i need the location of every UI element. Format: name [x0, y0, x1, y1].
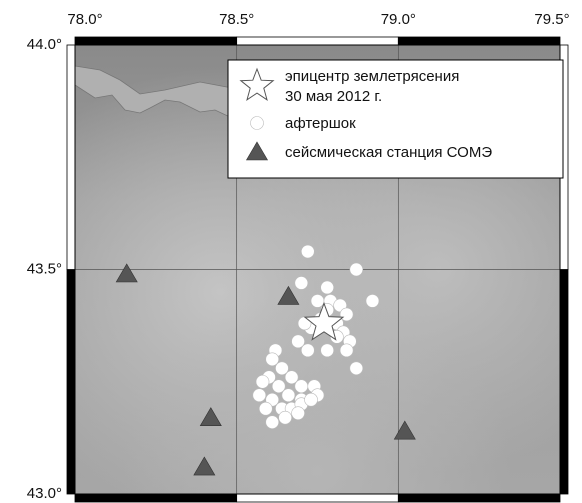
aftershock-marker — [251, 117, 264, 130]
aftershock-marker — [301, 344, 314, 357]
aftershock-marker — [295, 276, 308, 289]
legend-label: сейсмическая станция СОМЭ — [285, 144, 492, 161]
legend-label: 30 мая 2012 г. — [285, 88, 382, 105]
aftershock-marker — [279, 411, 292, 424]
legend: эпицентр землетрясения 30 мая 2012 г. афте… — [228, 60, 563, 178]
aftershock-marker — [295, 380, 308, 393]
map: эпицентр землетрясения 30 мая 2012 г. афте… — [0, 0, 582, 503]
aftershock-marker — [366, 294, 379, 307]
aftershock-marker — [350, 263, 363, 276]
aftershock-marker — [321, 344, 334, 357]
x-tick-label: 78.5° — [219, 11, 254, 28]
x-tick-label: 79.0° — [381, 11, 416, 28]
aftershock-marker — [292, 407, 305, 420]
frame-bar — [75, 37, 237, 45]
aftershock-marker — [282, 389, 295, 402]
y-tick-label: 43.0° — [27, 485, 62, 502]
frame-bar — [398, 37, 560, 45]
frame-bar — [237, 494, 399, 502]
y-tick-label: 44.0° — [27, 36, 62, 53]
aftershock-marker — [301, 245, 314, 258]
aftershock-marker — [253, 389, 266, 402]
aftershock-marker — [256, 375, 269, 388]
y-tick-label: 43.5° — [27, 260, 62, 277]
aftershock-marker — [340, 344, 353, 357]
frame-bar — [75, 494, 237, 502]
aftershock-marker — [350, 362, 363, 375]
frame-bar — [67, 270, 75, 495]
aftershock-marker — [321, 281, 334, 294]
frame-bar — [67, 45, 75, 270]
frame-bar — [560, 270, 568, 495]
legend-label: афтершок — [285, 115, 356, 132]
legend-label: эпицентр землетрясения — [285, 68, 459, 85]
aftershock-marker — [259, 402, 272, 415]
frame-bar — [398, 494, 560, 502]
x-tick-label: 78.0° — [67, 11, 102, 28]
x-tick-label: 79.5° — [534, 11, 569, 28]
aftershock-marker — [266, 416, 279, 429]
frame-bar — [237, 37, 399, 45]
aftershock-marker — [305, 393, 318, 406]
